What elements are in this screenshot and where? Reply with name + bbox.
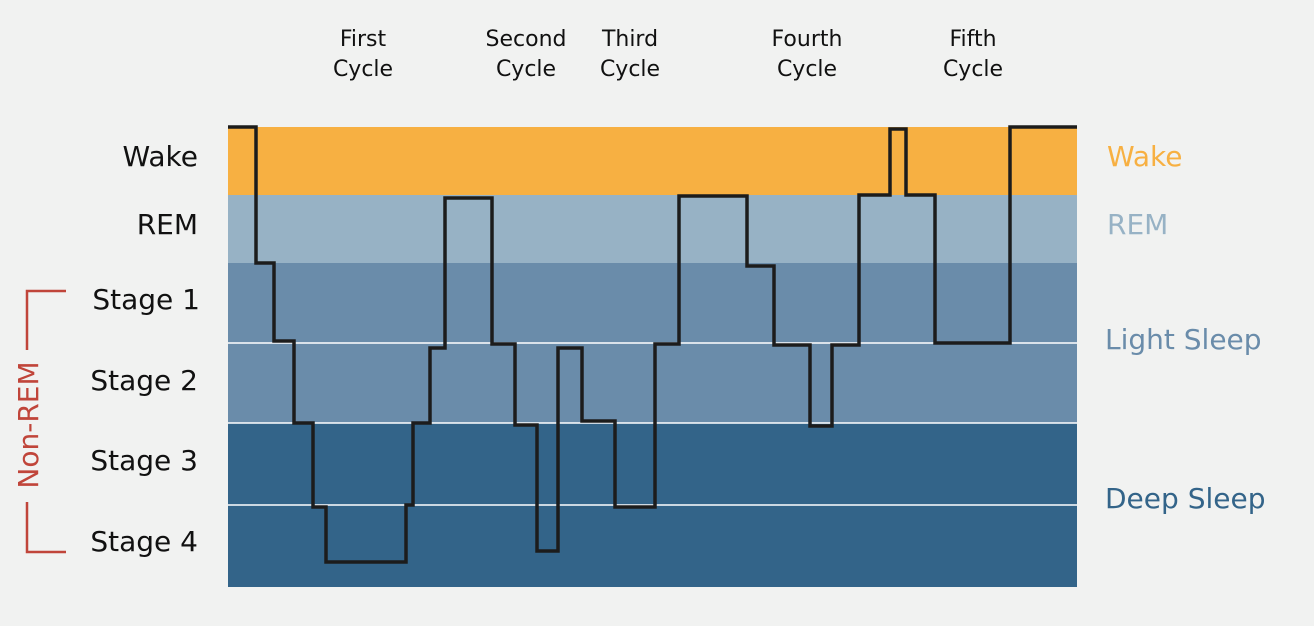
zone-label: Wake xyxy=(1107,140,1183,173)
non-rem-label: Non-REM xyxy=(12,361,45,488)
stage-label: Stage 4 xyxy=(90,525,198,558)
stage-label: REM xyxy=(137,208,198,241)
cycle-label: Third xyxy=(601,27,658,52)
cycle-label: Cycle xyxy=(333,57,393,82)
sleep-trace xyxy=(228,125,1077,564)
stage-label: Stage 1 xyxy=(92,283,200,316)
stage-label: Stage 2 xyxy=(90,364,198,397)
non-rem-bracket xyxy=(25,289,66,554)
cycle-label: Fourth xyxy=(772,27,843,52)
zone-label: REM xyxy=(1107,208,1168,241)
cycle-label: Second xyxy=(486,27,567,52)
zone-label: Deep Sleep xyxy=(1105,482,1265,515)
cycle-label: Cycle xyxy=(496,57,556,82)
band-rem xyxy=(228,195,1077,263)
cycle-label: Cycle xyxy=(943,57,1003,82)
cycle-label: Cycle xyxy=(777,57,837,82)
stage-label: Stage 3 xyxy=(90,444,198,477)
cycle-label: Fifth xyxy=(949,27,996,52)
band-wake xyxy=(228,127,1077,195)
cycle-label: Cycle xyxy=(600,57,660,82)
cycle-label: First xyxy=(340,27,387,52)
stage-label: Wake xyxy=(123,140,199,173)
zone-label: Light Sleep xyxy=(1105,323,1262,356)
